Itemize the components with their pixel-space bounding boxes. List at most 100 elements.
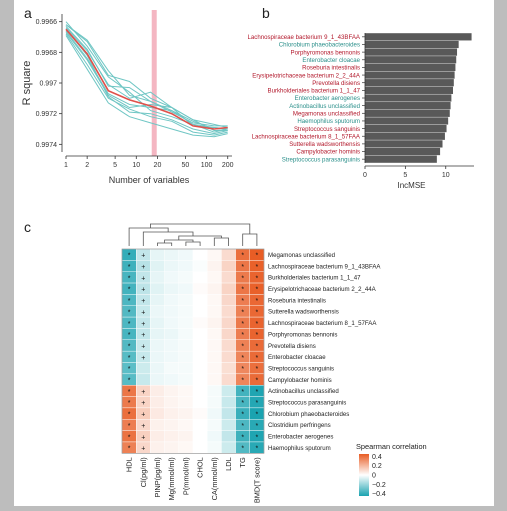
heatmap-cell — [135, 373, 151, 386]
significance-mark: + — [141, 446, 145, 453]
heatmap-cell — [221, 385, 236, 397]
bar-label: Streptococcus sanguinis — [294, 126, 360, 133]
bar-label: Campylobacter hominis — [296, 149, 360, 156]
column-label: CHOL — [196, 457, 205, 478]
heatmap-cell — [164, 294, 180, 306]
legend-title: Spearman correlation — [356, 442, 427, 451]
dendrogram-link — [164, 239, 194, 243]
bar — [365, 63, 456, 72]
replicate-line — [65, 24, 228, 131]
column-dendrogram — [128, 223, 258, 246]
x-tick-label: 0 — [363, 172, 367, 179]
heatmap-cell — [178, 385, 194, 397]
significance-mark: * — [256, 343, 259, 350]
heatmap-cell — [150, 339, 165, 352]
bar — [365, 33, 472, 41]
significance-mark: * — [241, 412, 244, 419]
x-tick-label: 5 — [403, 172, 407, 179]
row-label: Campylobacter hominis — [268, 377, 332, 384]
bar-label: Streptococcus parasanguinis — [282, 156, 360, 163]
heatmap-cell — [164, 316, 180, 329]
heatmap-cell — [164, 373, 180, 386]
heatmap-cell — [192, 305, 208, 318]
heatmap-cell — [178, 373, 194, 386]
bar — [365, 140, 443, 148]
heatmap-cell — [178, 350, 194, 363]
heatmap-cell — [192, 294, 208, 306]
heatmap-cell — [192, 441, 208, 454]
heatmap-cell — [164, 407, 180, 420]
heatmap-cell — [178, 305, 194, 318]
significance-mark: * — [241, 264, 244, 271]
significance-mark: * — [241, 343, 244, 350]
heatmap-cell — [192, 362, 208, 375]
bar — [365, 155, 437, 163]
heatmap-cell — [178, 271, 194, 284]
significance-mark: * — [241, 309, 244, 316]
significance-mark: * — [128, 434, 131, 441]
heatmap-cell — [192, 430, 208, 443]
heatmap-cell — [164, 396, 180, 409]
highlight-band — [151, 10, 157, 156]
heatmap-cell — [206, 441, 222, 454]
bar — [365, 147, 441, 156]
significance-mark: * — [241, 321, 244, 328]
heatmap-cell — [221, 328, 236, 341]
significance-mark: + — [141, 343, 145, 350]
row-label: Enterobacter cloacae — [268, 354, 326, 361]
dendrogram-link — [178, 235, 222, 240]
significance-mark: * — [256, 355, 259, 362]
bar-label: Erysipelotrichaceae bacterium 2_2_44A — [252, 72, 361, 79]
significance-mark: + — [141, 253, 145, 260]
heatmap-cell — [192, 419, 208, 431]
row-label: Sutterella wadsworthensis — [268, 309, 339, 316]
heatmap-cell — [164, 441, 180, 454]
significance-mark: * — [241, 275, 244, 282]
bar-label: Porphyromonas bennonis — [291, 49, 360, 56]
heatmap-cell — [164, 282, 180, 295]
heatmap-cell — [221, 441, 236, 454]
heatmap-cell — [192, 407, 208, 420]
heatmap-cell — [206, 362, 222, 375]
heatmap-cell — [221, 248, 236, 261]
dendrogram-link — [157, 242, 173, 246]
significance-mark: + — [141, 389, 145, 396]
heatmap-cell — [150, 441, 165, 454]
figure-svg: a b c 0.9966 0.9968 0.997 0.9972 0.9974 1 2 5 10… — [21, 5, 474, 503]
heatmap-cell — [206, 350, 222, 363]
significance-mark: * — [128, 287, 131, 294]
heatmap-cell — [206, 316, 222, 329]
panel-label-a: a — [24, 5, 32, 21]
row-label: Erysipelotrichaceae bacterium 2_2_44A — [268, 286, 377, 293]
significance-mark: + — [141, 287, 145, 294]
x-axis-title: Number of variables — [109, 175, 190, 185]
mean-line — [65, 28, 228, 130]
bar — [365, 40, 459, 49]
significance-mark: + — [141, 434, 145, 441]
significance-mark: * — [241, 332, 244, 339]
heatmap-cell — [178, 294, 194, 306]
significance-mark: * — [256, 332, 259, 339]
heatmap-cell — [178, 339, 194, 352]
row-label: Streptococcus sanguinis — [268, 365, 334, 372]
heatmap-cell — [178, 316, 194, 329]
y-tick-label: 0.9968 — [36, 50, 58, 57]
bar — [365, 102, 451, 110]
dendrogram-link — [150, 223, 251, 234]
significance-mark: * — [241, 423, 244, 430]
bar — [365, 48, 458, 56]
heatmap-cell — [192, 373, 208, 386]
heatmap-cell — [178, 430, 194, 443]
significance-mark: + — [141, 332, 145, 339]
heatmap-cell — [206, 271, 222, 284]
significance-mark: * — [128, 366, 131, 373]
plot-area — [66, 14, 232, 152]
significance-mark: * — [241, 389, 244, 396]
bar — [365, 109, 450, 117]
replicate-line — [65, 33, 228, 136]
significance-mark: * — [128, 264, 131, 271]
heatmap-cell — [150, 260, 165, 272]
heatmap-cell — [150, 373, 165, 386]
x-tick-label: 50 — [182, 162, 190, 169]
significance-mark: * — [241, 378, 244, 385]
